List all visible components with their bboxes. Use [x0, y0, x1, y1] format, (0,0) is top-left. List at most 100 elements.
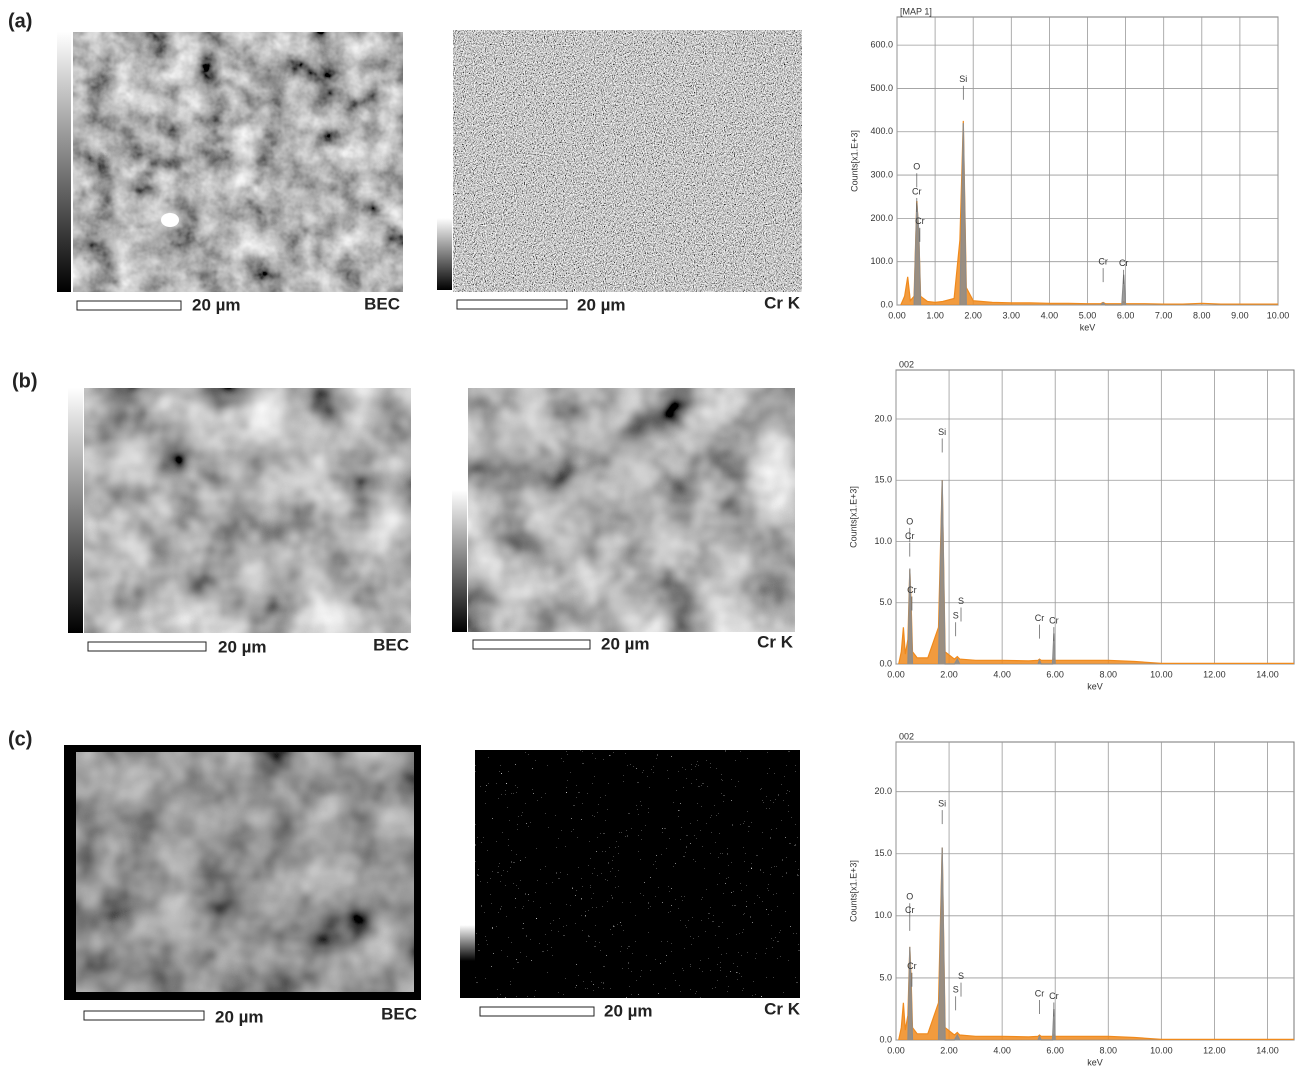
- gray-scale-bar: [460, 961, 475, 998]
- gray-scale-bar: [460, 925, 475, 961]
- signal-label: Cr K: [757, 632, 794, 651]
- x-tick-label: 1.00: [926, 310, 944, 320]
- peak-label: Cr: [905, 905, 915, 915]
- x-tick-label: 7.00: [1155, 310, 1173, 320]
- peak-label: Cr: [907, 961, 917, 971]
- chart-title: 002: [899, 359, 914, 369]
- peak-label: Cr: [905, 531, 915, 541]
- peak-label: Si: [938, 798, 946, 808]
- peak-label: Cr: [912, 186, 922, 196]
- scale-label: 20 µm: [601, 634, 650, 653]
- peak-label: Cr: [1119, 258, 1129, 268]
- x-tick-label: 4.00: [993, 669, 1011, 679]
- y-tick-label: 20.0: [874, 413, 892, 423]
- y-axis-label: Counts[x1.E+3]: [848, 486, 858, 548]
- scale-label: 20 µm: [577, 295, 626, 314]
- y-tick-label: 5.0: [879, 597, 892, 607]
- peak-label: Cr: [1049, 991, 1059, 1001]
- peak-label: S: [958, 596, 964, 606]
- peak-label: S: [953, 611, 959, 621]
- x-tick-label: 0.00: [887, 669, 905, 679]
- scale-bar: [457, 300, 567, 309]
- signal-label: Cr K: [764, 293, 801, 312]
- plot-area: [896, 742, 1294, 1040]
- cr-map-image: [475, 750, 800, 998]
- peak-label: Cr: [907, 585, 917, 595]
- figure: (a) 20 µm BEC 20 µm Cr K (b) 20 µm BEC 2…: [0, 0, 1299, 1075]
- panel-label: (b): [12, 370, 38, 392]
- x-tick-label: 10.00: [1150, 669, 1173, 679]
- y-tick-label: 5.0: [879, 972, 892, 982]
- y-tick-label: 600.0: [870, 40, 893, 50]
- x-tick-label: 12.00: [1203, 669, 1226, 679]
- x-axis-label: keV: [1080, 322, 1096, 332]
- bec-image: [76, 752, 414, 992]
- peak-label: S: [953, 985, 959, 995]
- y-tick-label: 10.0: [874, 910, 892, 920]
- signal-label: Cr K: [764, 999, 801, 1018]
- scale-bar: [84, 1011, 204, 1020]
- y-tick-label: 10.0: [874, 536, 892, 546]
- x-tick-label: 2.00: [964, 310, 982, 320]
- x-tick-label: 8.00: [1193, 310, 1211, 320]
- x-tick-label: 6.00: [1117, 310, 1135, 320]
- x-tick-label: 4.00: [993, 1045, 1011, 1055]
- scale-label: 20 µm: [218, 637, 267, 656]
- scale-bar: [88, 642, 206, 651]
- y-tick-label: 0.0: [879, 1034, 892, 1044]
- peak-label: Cr: [1035, 988, 1045, 998]
- x-tick-label: 8.00: [1100, 669, 1118, 679]
- peak-label: Cr: [1049, 616, 1059, 626]
- x-tick-label: 3.00: [1003, 310, 1021, 320]
- scale-bar: [77, 301, 181, 310]
- peak-label: Cr: [915, 216, 925, 226]
- signal-label: BEC: [373, 635, 409, 654]
- peak-label: O: [913, 162, 920, 172]
- peak-label: Si: [959, 74, 967, 84]
- peak-label: Cr: [1098, 256, 1108, 266]
- y-tick-label: 500.0: [870, 83, 893, 93]
- scale-bar: [480, 1007, 594, 1016]
- peak-label: Si: [938, 427, 946, 437]
- x-tick-label: 14.00: [1256, 669, 1279, 679]
- x-tick-label: 14.00: [1256, 1045, 1279, 1055]
- y-tick-label: 15.0: [874, 848, 892, 858]
- y-tick-label: 0.0: [880, 299, 893, 309]
- y-axis-label: Counts[x1.E+3]: [848, 860, 858, 922]
- y-tick-label: 400.0: [870, 126, 893, 136]
- peak-label: O: [906, 892, 913, 902]
- chart-title: [MAP 1]: [900, 6, 932, 16]
- gray-scale-bar: [437, 218, 452, 290]
- x-tick-label: 6.00: [1046, 1045, 1064, 1055]
- x-tick-label: 10.00: [1150, 1045, 1173, 1055]
- cr-map-image: [468, 388, 795, 632]
- x-tick-label: 10.00: [1267, 310, 1290, 320]
- x-tick-label: 2.00: [940, 1045, 958, 1055]
- bec-image: [84, 388, 411, 633]
- cr-map-image: [453, 30, 802, 292]
- x-tick-label: 6.00: [1046, 669, 1064, 679]
- y-axis-label: Counts[x1.E+3]: [849, 130, 859, 192]
- gray-scale-bar: [452, 490, 467, 632]
- peak-label: Cr: [1035, 613, 1045, 623]
- x-tick-label: 2.00: [940, 669, 958, 679]
- panel-label: (a): [8, 10, 32, 32]
- x-tick-label: 0.00: [887, 1045, 905, 1055]
- y-tick-label: 0.0: [879, 658, 892, 668]
- scale-label: 20 µm: [215, 1007, 264, 1026]
- x-tick-label: 12.00: [1203, 1045, 1226, 1055]
- x-tick-label: 0.00: [888, 310, 906, 320]
- peak-label: S: [958, 971, 964, 981]
- bec-image: [73, 32, 403, 292]
- gray-scale-bar: [57, 32, 71, 292]
- x-tick-label: 8.00: [1100, 1045, 1118, 1055]
- x-axis-label: keV: [1087, 1057, 1103, 1067]
- scale-label: 20 µm: [604, 1001, 653, 1020]
- y-tick-label: 300.0: [870, 169, 893, 179]
- y-tick-label: 20.0: [874, 786, 892, 796]
- x-tick-label: 9.00: [1231, 310, 1249, 320]
- bright-particle: [161, 213, 179, 227]
- x-tick-label: 4.00: [1041, 310, 1059, 320]
- scale-bar: [473, 640, 590, 649]
- peak-label: O: [906, 516, 913, 526]
